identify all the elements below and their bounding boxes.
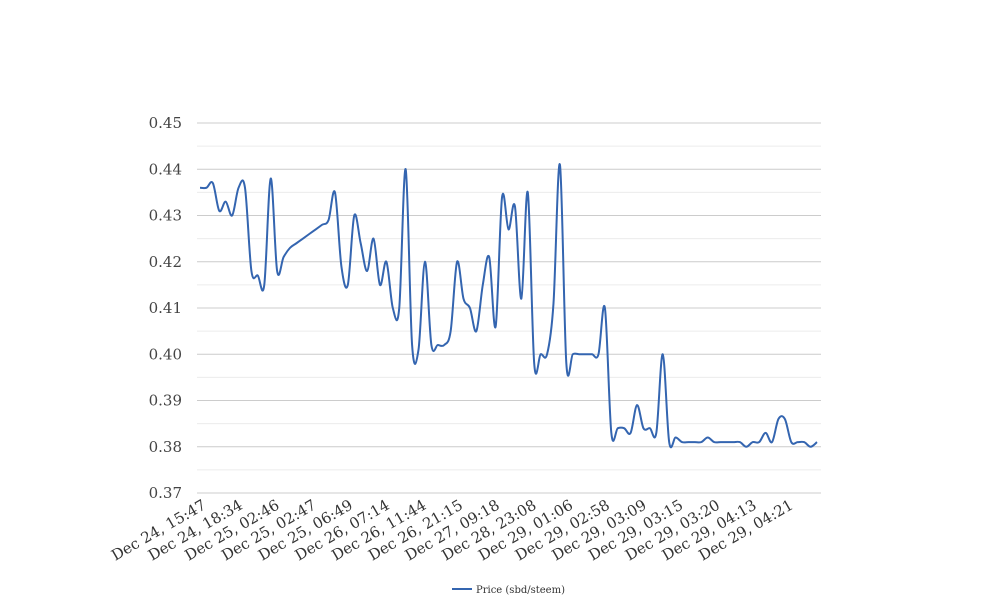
- y-tick-label: 0.38: [149, 438, 182, 456]
- y-tick-label: 0.43: [149, 207, 182, 225]
- y-tick-label: 0.40: [149, 345, 182, 363]
- legend-label: Price (sbd/steem): [476, 585, 565, 596]
- y-axis: 0.45 0.44 0.43 0.42 0.41 0.40 0.39 0.38 0.37: [149, 114, 182, 502]
- gridlines: [197, 122, 821, 494]
- y-tick-label: 0.37: [149, 484, 182, 502]
- series-line-0: [199, 163, 818, 449]
- y-tick-label: 0.45: [149, 114, 182, 132]
- y-tick-label: 0.41: [149, 299, 182, 317]
- y-tick-label: 0.44: [149, 160, 182, 178]
- y-tick-label: 0.42: [149, 253, 182, 271]
- series-group: [199, 163, 818, 449]
- legend: Price (sbd/steem): [452, 585, 565, 596]
- y-tick-label: 0.39: [149, 392, 182, 410]
